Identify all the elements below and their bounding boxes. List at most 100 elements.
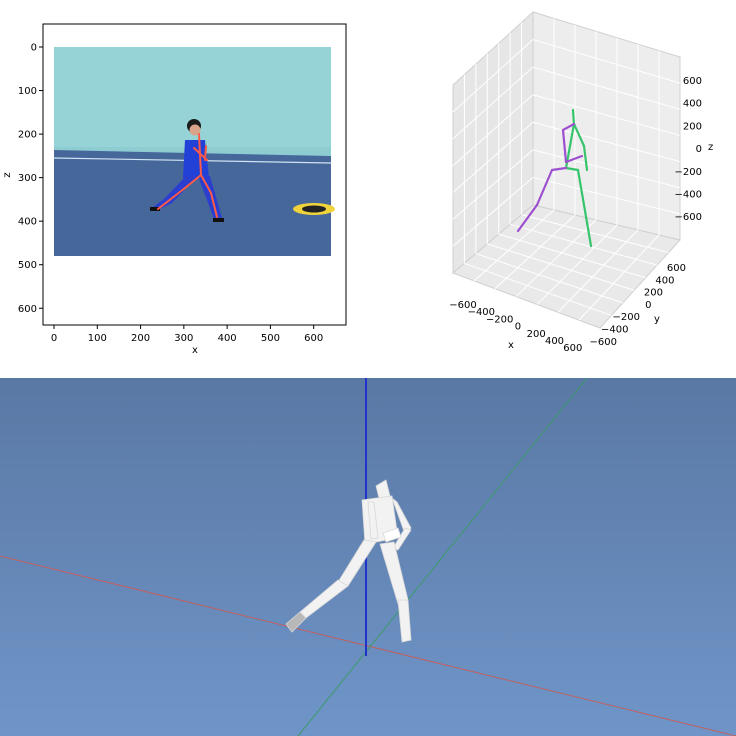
- grid-line: [475, 253, 624, 304]
- viewport-svg[interactable]: [0, 378, 736, 736]
- plot2d-y-ticks: 0 100 200 300 400 500 600: [18, 43, 43, 315]
- plot3d-ytick-label: 600: [667, 263, 686, 274]
- athlete-torso: [183, 140, 209, 178]
- viewport-background: [0, 378, 736, 736]
- plot3d-ytick-label: −200: [613, 312, 640, 323]
- grid-line: [557, 229, 639, 313]
- skeleton3d-arm-left-upper: [561, 122, 576, 132]
- plot3d-xlabel: x: [508, 340, 514, 351]
- plot2d: 0 100 200 300 400 500 600 0100200300400500600 …: [2, 23, 347, 356]
- plot3d-ztick-label: −400: [675, 190, 702, 201]
- grid-line: [532, 121, 681, 163]
- plot3d-ytick-label: 200: [644, 288, 663, 299]
- plot3d-zlabel: z: [708, 142, 713, 153]
- plot3d-xtick-label: 0: [515, 322, 521, 333]
- plot3d-ztick-label: 400: [683, 99, 702, 110]
- plot2d-ytick-label: 600: [18, 304, 37, 315]
- plot2d-ylabel: z: [2, 172, 13, 177]
- plot3d-ztick-label: −200: [675, 167, 702, 178]
- athlete-face: [189, 124, 201, 136]
- skeleton3d-hand-left: [564, 154, 584, 164]
- grid-line: [521, 214, 669, 254]
- plot3d-grid: [452, 18, 681, 321]
- grid-line: [452, 121, 534, 193]
- skeleton3d-arm-left-lower: [561, 128, 568, 164]
- grid-line: [536, 224, 618, 305]
- axis-y-line: [297, 378, 588, 736]
- skeleton-2d: [157, 133, 218, 218]
- 3d-figure[interactable]: [285, 479, 412, 643]
- athlete-left-leg: [152, 176, 198, 210]
- plot2d-ytick-label: 300: [18, 173, 37, 184]
- skeleton3d-shin-right: [582, 203, 593, 248]
- frame-image: [53, 47, 335, 256]
- skeleton-arm-right: [204, 145, 207, 161]
- grid-line: [452, 66, 534, 140]
- plot3d-xtick-label: −600: [449, 300, 476, 311]
- plot2d-xtick-label: 300: [174, 333, 193, 344]
- skeleton3d-thigh-right: [576, 168, 586, 207]
- plot2d-xtick-label: 100: [88, 333, 107, 344]
- athlete-left-shoe: [150, 207, 160, 211]
- plot3d-ztick-label: 200: [683, 121, 702, 132]
- plot2d-ytick-label: 100: [18, 86, 37, 97]
- grid-line: [532, 94, 681, 136]
- figure-svg: 0 100 200 300 400 500 600 0 100 200 300 400 500 600 …: [2, 10, 713, 356]
- figure-shin-right: [397, 599, 412, 643]
- grid-line: [452, 39, 534, 113]
- 3d-viewport[interactable]: [0, 378, 736, 736]
- plot3d-ytick-label: 400: [655, 275, 674, 286]
- plot3d-z-ticks: 600 400 200 0 −200 −400 −600: [675, 76, 702, 223]
- plot2d-xtick-label: 500: [261, 333, 280, 344]
- athlete-right-shoe: [213, 218, 224, 222]
- grid-line: [487, 243, 635, 291]
- grid-line: [510, 223, 658, 266]
- skeleton-shin-left: [157, 187, 186, 210]
- grid-line: [452, 149, 534, 220]
- plot3d-xtick-label: 200: [527, 329, 546, 340]
- plot3d-ztick-label: −600: [675, 212, 702, 223]
- plot3d-ztick-label: 600: [683, 76, 702, 87]
- plot2d-xtick-label: 600: [304, 333, 323, 344]
- plot2d-x-ticks: 0 100 200 300 400 500 600: [51, 325, 323, 344]
- plot3d-ztick-label: 0: [696, 144, 702, 155]
- skeleton3d-thigh-left: [535, 168, 554, 207]
- plot2d-xtick-label: 400: [218, 333, 237, 344]
- skeleton3d-hip-left: [550, 166, 568, 172]
- plot3d-xtick-label: −200: [486, 314, 513, 325]
- grid-line: [498, 233, 646, 279]
- image-floor: [54, 150, 331, 256]
- plot3d-ytick-label: −600: [590, 337, 617, 348]
- grid-line: [578, 234, 660, 321]
- grid-line: [452, 94, 534, 166]
- grid-line: [473, 209, 555, 282]
- skeleton-thigh-right: [200, 174, 212, 194]
- figure-arm-right-lower: [392, 527, 412, 551]
- grid-line: [464, 262, 612, 316]
- skeleton-thigh-left: [184, 174, 202, 189]
- athlete: [150, 119, 224, 222]
- plot2d-ytick-label: 0: [31, 43, 37, 54]
- plot2d-xlabel: x: [192, 345, 198, 356]
- plot3d-ylabel: y: [654, 314, 660, 325]
- plot3d-xtick-label: 400: [545, 336, 564, 347]
- skeleton-shin-right: [210, 192, 218, 218]
- image-floor-emblem-center: [302, 205, 326, 213]
- skeleton3d-arm-right-upper: [572, 122, 586, 148]
- figure-arm-right-upper: [391, 496, 412, 535]
- grid-line: [532, 176, 681, 215]
- axis-x-line: [0, 555, 736, 736]
- skeleton3d-arm-right-lower: [582, 144, 589, 172]
- plot3d-xtick-label: 600: [563, 343, 582, 354]
- plot2d-ytick-label: 200: [18, 130, 37, 141]
- plot2d-xtick-label: 0: [51, 333, 57, 344]
- figure-hand-block: [382, 527, 402, 543]
- plot3d-xtick-label: −400: [468, 307, 495, 318]
- matplotlib-figure: 0 100 200 300 400 500 600 0 100 200 300 400 500 600 …: [2, 10, 714, 356]
- plot2d-xtick-label: 200: [131, 333, 150, 344]
- athlete-right-leg: [198, 176, 222, 219]
- skeleton3d-head: [571, 108, 576, 126]
